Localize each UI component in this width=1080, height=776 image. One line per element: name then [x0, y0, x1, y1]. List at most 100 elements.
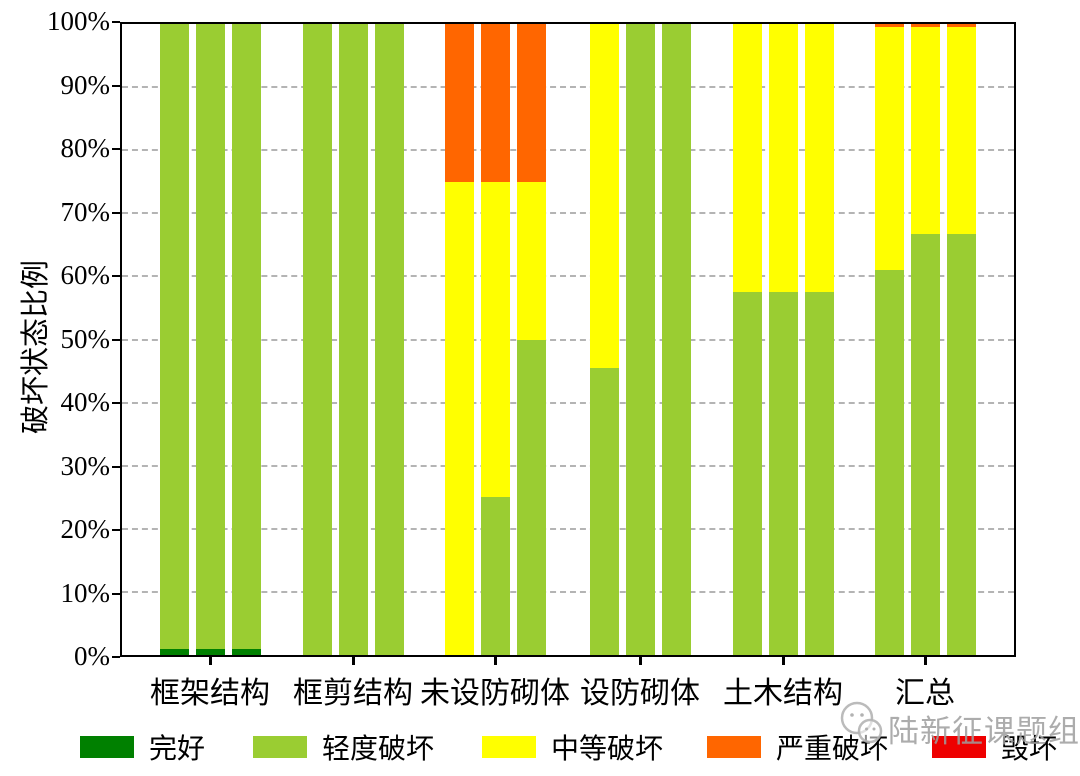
bar-segment — [804, 24, 834, 293]
bar-segment — [374, 24, 404, 655]
y-tick-label: 100% — [47, 6, 110, 36]
bar — [732, 24, 762, 655]
x-category-label: 框剪结构 — [293, 677, 413, 710]
bar-segment — [874, 270, 904, 655]
bar-segment — [338, 24, 368, 655]
gridline — [122, 275, 1014, 278]
bar-segment — [480, 497, 510, 655]
y-tick-label: 70% — [60, 196, 111, 227]
bar-segment — [195, 24, 225, 649]
y-tick-label: 30% — [60, 450, 111, 481]
bar-group — [159, 24, 261, 655]
bar — [874, 24, 904, 655]
x-tick-mark — [352, 657, 355, 665]
bar-segment — [480, 181, 510, 498]
legend-item: 中等破坏 — [482, 727, 663, 767]
plot-area — [120, 22, 1016, 657]
x-tick-mark — [924, 657, 927, 665]
y-tick-mark — [112, 402, 120, 404]
bar-segment — [231, 24, 261, 649]
bar — [589, 24, 619, 655]
bar-segment — [480, 24, 510, 182]
bar-segment — [768, 24, 798, 293]
gridline — [122, 401, 1014, 404]
y-tick-label: 10% — [60, 577, 111, 608]
y-tick-mark — [112, 211, 120, 214]
bar — [231, 24, 261, 655]
bar — [444, 24, 474, 655]
y-tick-label: 90% — [60, 69, 111, 100]
bar-group — [732, 24, 834, 655]
bar-segment — [910, 24, 940, 28]
y-tick-mark — [112, 338, 120, 341]
bar-segment — [195, 648, 225, 655]
bar — [338, 24, 368, 655]
y-tick-mark — [112, 529, 120, 531]
gridline — [122, 86, 1014, 89]
y-tick-label: 20% — [60, 514, 111, 544]
bar-segment — [910, 234, 940, 655]
legend-label: 完好 — [149, 734, 206, 765]
legend-item: 轻度破坏 — [253, 727, 434, 767]
bar-group — [302, 24, 404, 655]
bar-group — [589, 24, 691, 655]
legend-swatch — [253, 736, 307, 758]
y-tick-mark — [112, 656, 120, 658]
bar-segment — [946, 234, 976, 655]
y-tick-mark — [112, 592, 120, 595]
y-tick-label: 60% — [60, 260, 111, 290]
x-tick-mark — [639, 657, 642, 665]
bar-segment — [516, 181, 546, 340]
bar-segment — [516, 339, 546, 655]
legend-label: 中等破坏 — [551, 734, 664, 765]
y-tick-mark — [112, 465, 120, 468]
bar-segment — [732, 24, 762, 293]
bar-segment — [589, 367, 619, 655]
gridline — [122, 590, 1014, 593]
gridline — [122, 527, 1014, 530]
bar — [516, 24, 546, 655]
x-tick-mark — [782, 657, 785, 665]
legend-item: 毁坏 — [932, 727, 1057, 767]
legend-swatch — [707, 736, 761, 758]
y-tick-mark — [112, 84, 120, 87]
bar-segment — [768, 292, 798, 655]
bar-segment — [231, 648, 261, 655]
bar — [625, 24, 655, 655]
bar — [910, 24, 940, 655]
x-category-label: 汇总 — [895, 677, 955, 710]
bar — [804, 24, 834, 655]
legend-swatch — [932, 736, 986, 758]
bar — [302, 24, 332, 655]
bar-segment — [159, 648, 189, 655]
bar — [480, 24, 510, 655]
gridline — [122, 338, 1014, 341]
bar-segment — [874, 24, 904, 28]
bar-segment — [910, 27, 940, 235]
y-tick-mark — [112, 275, 120, 277]
y-tick-mark — [112, 21, 120, 23]
bar — [195, 24, 225, 655]
x-tick-mark — [494, 657, 497, 665]
bar-segment — [946, 24, 976, 28]
bar-segment — [159, 24, 189, 649]
x-category-label: 框架结构 — [150, 677, 270, 710]
bar-segment — [302, 24, 332, 655]
x-tick-mark — [209, 657, 212, 665]
gridline — [122, 149, 1014, 152]
bar-segment — [444, 181, 474, 655]
bar — [946, 24, 976, 655]
bar — [661, 24, 691, 655]
bar-segment — [589, 24, 619, 368]
gridline — [122, 464, 1014, 467]
bar — [159, 24, 189, 655]
y-tick-label: 80% — [60, 133, 111, 163]
legend-item: 完好 — [80, 727, 205, 767]
bar-segment — [444, 24, 474, 182]
legend-label: 严重破坏 — [776, 734, 889, 765]
y-tick-label: 0% — [74, 641, 110, 671]
bar-segment — [516, 24, 546, 182]
x-category-label: 土木结构 — [723, 677, 843, 710]
x-category-label: 未设防砌体 — [420, 677, 570, 710]
